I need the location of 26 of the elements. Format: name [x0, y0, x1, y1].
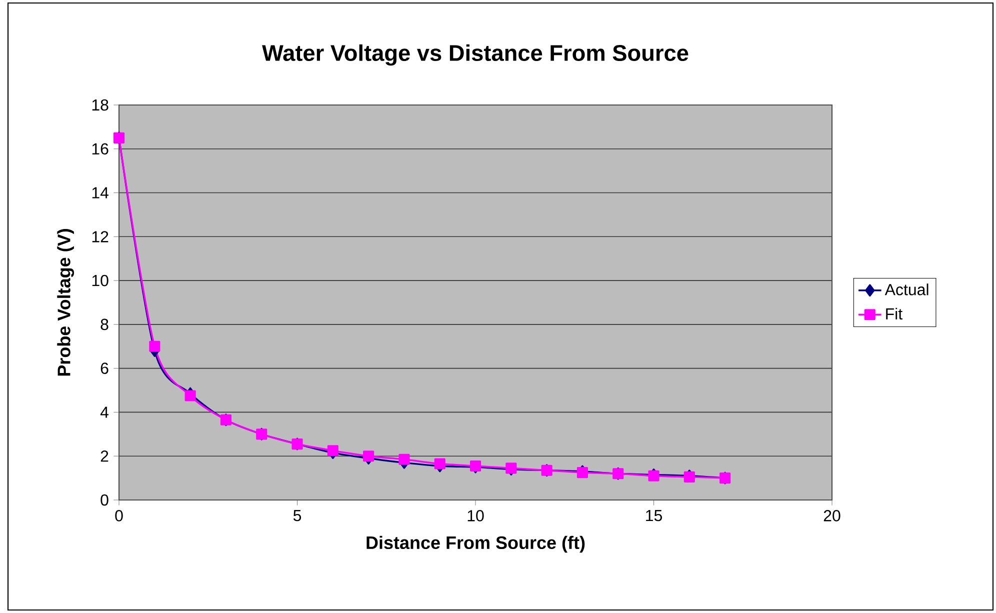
x-axis-title: Distance From Source (ft): [366, 536, 585, 553]
y-tick-label: 12: [92, 231, 108, 242]
point: [149, 340, 160, 352]
point: [184, 390, 196, 402]
y-tick-label: 4: [100, 406, 108, 418]
point: [363, 450, 374, 462]
y-tick-label: 10: [92, 274, 108, 286]
y-tick-label: 8: [100, 318, 108, 330]
y-tick-label: 0: [100, 494, 108, 506]
x-tick-label: 5: [293, 510, 302, 522]
y-tick-label: 16: [92, 143, 108, 155]
point: [434, 458, 446, 470]
y-tick-label: 2: [100, 450, 108, 462]
y-axis-title: Probe Voltage (V): [57, 229, 74, 376]
x-tick-label: 10: [468, 510, 484, 522]
x-tick-label: 0: [115, 510, 123, 522]
y-tick-label: 18: [92, 99, 108, 111]
y-tick-label: 6: [100, 362, 108, 374]
chart-title: Water Voltage vs Distance From Source: [262, 44, 688, 66]
point: [398, 454, 410, 465]
legend-label: Actual: [884, 284, 928, 296]
legend-label: Fit: [886, 308, 902, 320]
x-tick-label: 20: [824, 510, 840, 522]
y-tick-label: 14: [92, 187, 108, 198]
x-tick-label: 15: [646, 510, 662, 522]
point: [327, 445, 338, 456]
